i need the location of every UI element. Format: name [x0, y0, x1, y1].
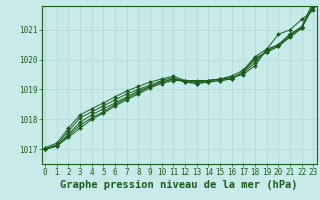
- X-axis label: Graphe pression niveau de la mer (hPa): Graphe pression niveau de la mer (hPa): [60, 180, 298, 190]
